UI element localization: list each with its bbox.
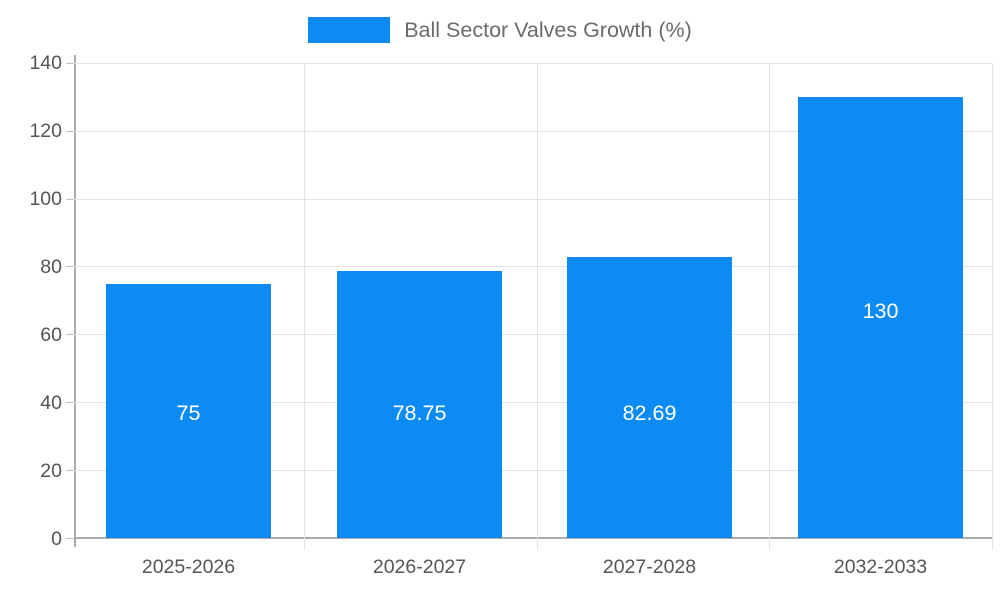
y-tick-label-40: 40 [40,392,62,414]
bar-value-label: 78.75 [392,401,447,425]
y-tick-label-100: 100 [29,188,62,210]
chart-legend: Ball Sector Valves Growth (%) [0,10,1000,50]
bar-2032-2033[interactable]: 130 [798,97,963,538]
gridline-20 [74,470,993,471]
y-tick-mark-60 [66,334,74,335]
bar-value-label: 130 [862,299,899,323]
y-tick-label-0: 0 [51,528,62,550]
x-tick-label-2027-2028: 2027-2028 [602,556,697,578]
y-tick-mark-40 [66,402,74,403]
x-tick-label-2026-2027: 2026-2027 [372,556,467,578]
gridline-100 [74,199,993,200]
gridline-40 [74,402,993,403]
legend-label: Ball Sector Valves Growth (%) [404,18,692,42]
x-axis-baseline [74,537,993,539]
bar-2025-2026[interactable]: 75 [106,284,271,538]
bar-value-label: 82.69 [622,401,677,425]
legend-color-swatch-icon [308,17,391,43]
y-tick-mark-0 [66,538,74,539]
gridline-80 [74,266,993,267]
y-tick-mark-140 [66,63,74,64]
category-separator-1 [304,63,305,550]
gridline-60 [74,334,993,335]
y-tick-mark-20 [66,470,74,471]
gridline-140 [74,63,993,64]
plot-area: 75 78.75 82.69 130 [74,63,993,550]
x-tick-label-2025-2026: 2025-2026 [141,556,236,578]
x-tick-label-2032-2033: 2032-2033 [833,556,928,578]
bar-2027-2028[interactable]: 82.69 [567,257,732,538]
category-separator-3 [769,63,770,550]
y-tick-label-20: 20 [40,460,62,482]
y-tick-label-60: 60 [40,324,62,346]
category-separator-2 [537,63,538,550]
y-axis-line [74,55,76,547]
y-tick-label-120: 120 [29,120,62,142]
gridline-120 [74,131,993,132]
y-tick-label-140: 140 [29,52,62,74]
legend-item-ball-sector-valves-growth[interactable]: Ball Sector Valves Growth (%) [308,17,692,43]
y-tick-mark-100 [66,199,74,200]
y-tick-label-80: 80 [40,256,62,278]
y-axis-tick-labels: 140 120 100 80 60 40 20 0 [0,0,62,600]
y-tick-mark-80 [66,266,74,267]
bar-value-label: 75 [176,401,201,425]
bar-2026-2027[interactable]: 78.75 [337,271,502,538]
plot-right-edge [992,63,993,550]
y-tick-mark-120 [66,131,74,132]
